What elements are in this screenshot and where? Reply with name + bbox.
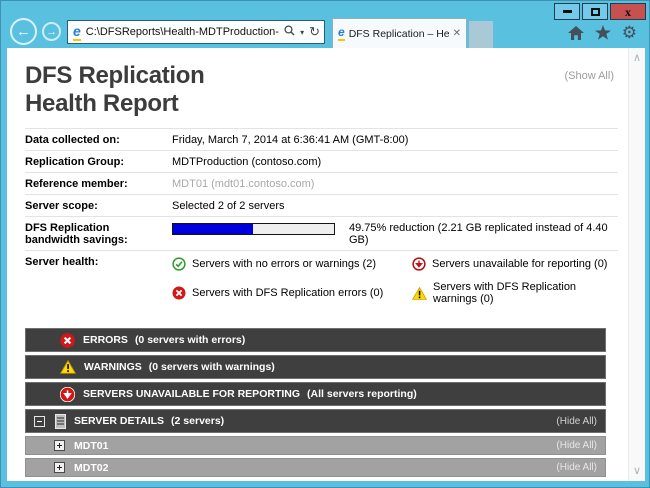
expand-icon[interactable]	[54, 462, 65, 473]
section-warnings[interactable]: WARNINGS (0 servers with warnings)	[25, 355, 606, 379]
info-row-replication-group: Replication Group: MDTProduction (contos…	[25, 150, 618, 172]
minimize-icon	[562, 10, 572, 13]
hide-all-link[interactable]: (Hide All)	[556, 415, 597, 427]
favorites-star-icon[interactable]	[594, 25, 611, 40]
close-button[interactable]: x	[610, 3, 646, 20]
vertical-scrollbar[interactable]: ∧ ∨	[628, 48, 645, 481]
bandwidth-text: 49.75% reduction (2.21 GB replicated ins…	[349, 222, 608, 246]
page-content: DFS Replication Health Report (Show All)…	[7, 48, 645, 481]
show-all-link[interactable]: (Show All)	[564, 70, 614, 82]
forward-button[interactable]: →	[42, 22, 61, 41]
report-sections: ERRORS (0 servers with errors) WARNINGS …	[25, 328, 606, 477]
tab-title: DFS Replication – Health Re...	[348, 27, 449, 40]
ie-page-icon: e	[73, 22, 81, 41]
tab-dfs-replication[interactable]: e DFS Replication – Health Re... ✕	[332, 18, 467, 48]
info-label: DFS Replication bandwidth savings:	[25, 222, 128, 246]
forward-arrow-icon: →	[46, 25, 57, 38]
search-icon[interactable]	[284, 25, 295, 39]
health-item-unavailable: Servers unavailable for reporting (0)	[412, 257, 618, 271]
scroll-down-icon[interactable]: ∨	[632, 465, 642, 477]
browser-toolbar-icons: ⚙	[567, 23, 637, 42]
collapse-icon[interactable]	[34, 415, 45, 427]
unavailable-icon	[412, 257, 426, 271]
address-text[interactable]: C:\DFSReports\Health-MDTProduction-07Ma	[85, 26, 279, 38]
info-label: Server health:	[25, 256, 99, 268]
expand-icon[interactable]	[54, 440, 65, 451]
bandwidth-progress-bar	[172, 223, 335, 235]
hide-all-link[interactable]: (Hide All)	[556, 462, 597, 473]
section-server-details[interactable]: SERVER DETAILS (2 servers) (Hide All)	[25, 409, 606, 433]
section-errors[interactable]: ERRORS (0 servers with errors)	[25, 328, 606, 352]
report-body: DFS Replication Health Report (Show All)…	[7, 48, 628, 481]
section-unavailable[interactable]: SERVERS UNAVAILABLE FOR REPORTING (All s…	[25, 382, 606, 406]
home-icon[interactable]	[567, 25, 584, 40]
settings-gear-icon[interactable]: ⚙	[621, 23, 637, 42]
info-row-reference-member: Reference member: MDT01 (mdt01.contoso.c…	[25, 172, 618, 194]
maximize-icon	[590, 7, 600, 16]
health-item-errors: Servers with DFS Replication errors (0)	[172, 281, 412, 305]
warning-icon	[412, 286, 427, 300]
scroll-up-icon[interactable]: ∧	[632, 52, 642, 64]
info-row-server-scope: Server scope: Selected 2 of 2 servers	[25, 194, 618, 216]
info-value: Selected 2 of 2 servers	[172, 200, 285, 212]
minimize-button[interactable]	[554, 3, 580, 20]
info-label: Data collected on:	[25, 134, 120, 146]
address-bar[interactable]: e C:\DFSReports\Health-MDTProduction-07M…	[67, 20, 325, 44]
ok-icon	[172, 257, 186, 271]
info-row-server-health: Server health: Servers with no errors or…	[25, 250, 618, 317]
error-icon	[172, 286, 186, 300]
info-label: Reference member:	[25, 178, 128, 190]
info-row-data-collected: Data collected on: Friday, March 7, 2014…	[25, 128, 618, 150]
ie-favicon: e	[338, 25, 345, 41]
tab-close-icon[interactable]: ✕	[452, 28, 461, 39]
window-controls: x	[554, 3, 646, 20]
health-item-warnings: Servers with DFS Replication warnings (0…	[412, 281, 618, 305]
info-label: Server scope:	[25, 200, 98, 212]
server-row-mdt01[interactable]: MDT01 (Hide All)	[25, 436, 606, 455]
back-arrow-icon: ←	[16, 23, 31, 40]
page-title: DFS Replication Health Report	[25, 62, 205, 117]
close-icon: x	[625, 4, 631, 19]
health-item-no-errors: Servers with no errors or warnings (2)	[172, 257, 412, 271]
server-icon	[54, 413, 67, 429]
maximize-button[interactable]	[582, 3, 608, 20]
info-value: MDTProduction (contoso.com)	[172, 156, 322, 168]
address-dropdown-icon[interactable]: ▾	[300, 27, 305, 37]
server-row-mdt02[interactable]: MDT02 (Hide All)	[25, 458, 606, 477]
info-value: MDT01 (mdt01.contoso.com)	[172, 178, 315, 190]
info-value: Friday, March 7, 2014 at 6:36:41 AM (GMT…	[172, 134, 409, 146]
hide-all-link[interactable]: (Hide All)	[556, 440, 597, 451]
new-tab-button[interactable]	[469, 21, 493, 48]
info-row-bandwidth-savings: DFS Replication bandwidth savings: 49.75…	[25, 216, 618, 250]
back-button[interactable]: ←	[10, 18, 37, 45]
error-icon	[60, 332, 75, 348]
unavailable-icon	[60, 386, 75, 402]
refresh-icon[interactable]: ↻	[309, 24, 320, 39]
info-label: Replication Group:	[25, 156, 124, 168]
bandwidth-progress-fill	[173, 224, 254, 234]
warning-icon	[60, 360, 76, 374]
